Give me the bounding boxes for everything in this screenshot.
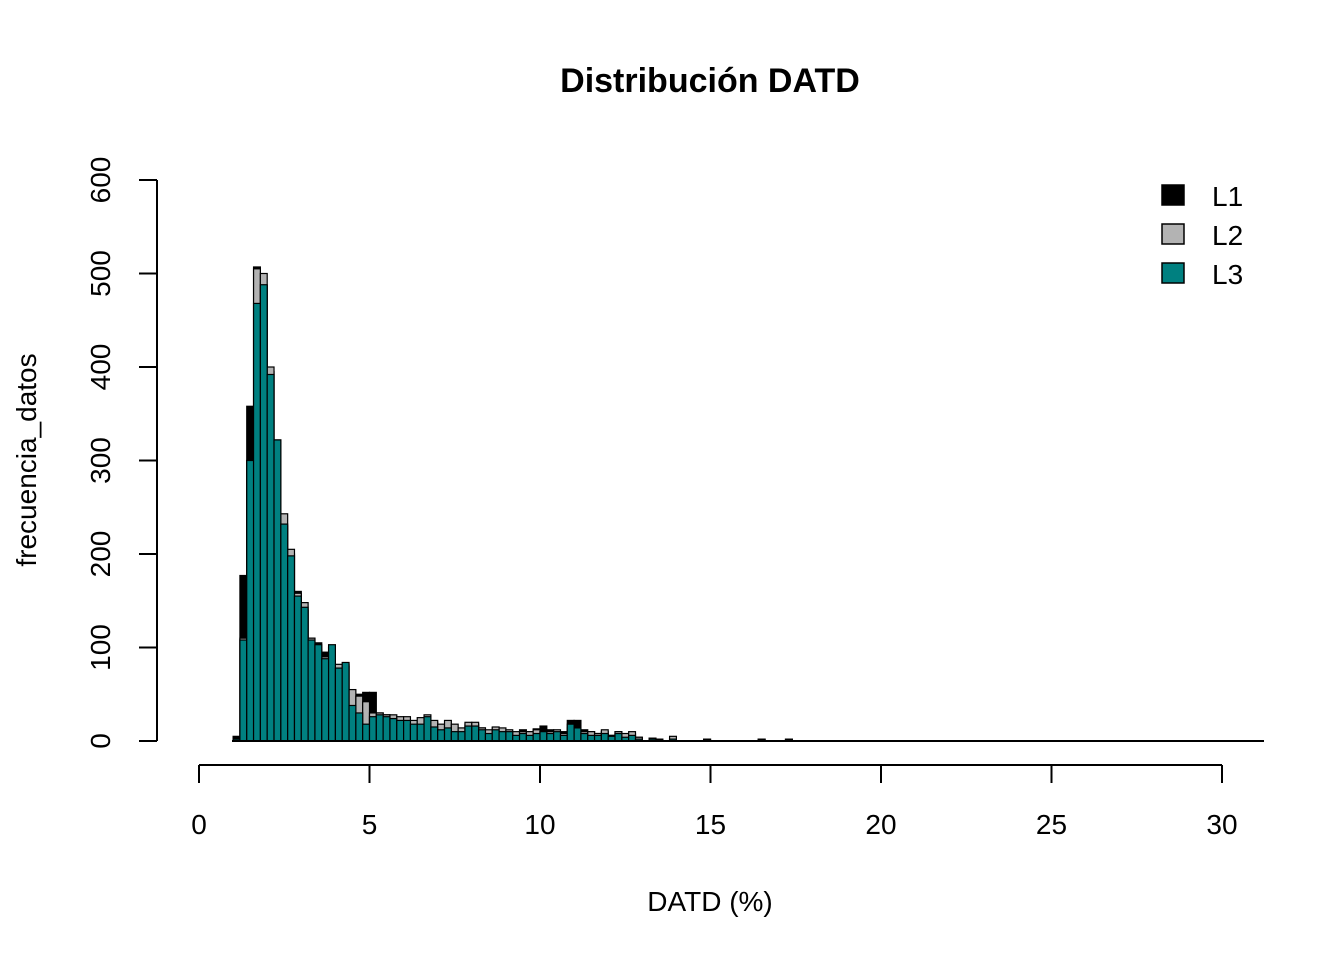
bar-l3-17 <box>348 704 357 742</box>
bar-l3-28 <box>423 716 432 742</box>
bar-l3-32 <box>450 731 459 742</box>
x-tick-label-2: 10 <box>524 809 555 840</box>
bar-l3-42 <box>518 732 527 742</box>
bar-l3-3 <box>252 302 261 742</box>
x-axis-label: DATD (%) <box>647 886 772 917</box>
bar-l3-14 <box>327 644 336 742</box>
bar-l3-12 <box>314 644 323 742</box>
x-tick-label-5: 25 <box>1036 809 1067 840</box>
y-tick-label-3: 300 <box>85 437 116 484</box>
bar-l3-27 <box>416 723 425 742</box>
bar-l3-26 <box>409 723 418 742</box>
bar-l3-49 <box>566 723 575 742</box>
legend-swatch-l3 <box>1161 262 1185 284</box>
bar-l3-40 <box>505 731 514 742</box>
bar-l3-11 <box>307 639 316 742</box>
bar-l3-25 <box>403 719 412 742</box>
bar-l3-2 <box>246 459 255 742</box>
x-tick-label-4: 20 <box>865 809 896 840</box>
legend-label-l1: L1 <box>1212 181 1243 212</box>
bar-l3-39 <box>498 731 507 742</box>
bar-l3-56 <box>614 732 623 742</box>
y-axis-label: frecuencia_datos <box>11 353 42 566</box>
bar-l3-37 <box>484 732 493 742</box>
bar-l3-6 <box>273 439 282 742</box>
bar-l3-50 <box>573 727 582 742</box>
x-tick-label-3: 15 <box>695 809 726 840</box>
bar-l3-7 <box>280 523 289 742</box>
y-tick-label-1: 100 <box>85 624 116 671</box>
bar-l3-21 <box>375 714 384 742</box>
bars-layer <box>232 266 793 742</box>
bar-l3-38 <box>491 729 500 742</box>
legend-label-l3: L3 <box>1212 259 1243 290</box>
bar-l3-44 <box>532 732 541 742</box>
bar-l3-51 <box>580 732 589 742</box>
x-tick-label-0: 0 <box>191 809 207 840</box>
bar-l3-4 <box>259 284 268 742</box>
bar-l3-35 <box>471 725 480 742</box>
legend-swatch-l2 <box>1161 223 1185 245</box>
y-tick-label-6: 600 <box>85 157 116 204</box>
chart-title: Distribución DATD <box>560 62 860 100</box>
y-axis: 0 100 200 300 400 500 600 <box>85 157 158 749</box>
y-tick-label-4: 400 <box>85 344 116 391</box>
bar-l3-8 <box>287 555 296 742</box>
bar-l3-10 <box>300 606 309 742</box>
y-tick-label-2: 200 <box>85 531 116 578</box>
x-tick-label-1: 5 <box>362 809 378 840</box>
bar-l3-22 <box>382 716 391 742</box>
bar-l3-24 <box>396 719 405 742</box>
bar-l3-20 <box>368 716 377 742</box>
bar-l3-30 <box>437 729 446 742</box>
bar-l3-47 <box>553 731 562 742</box>
legend: L1 L2 L3 <box>1161 181 1243 290</box>
bar-l3-46 <box>546 732 555 742</box>
y-tick-label-0: 0 <box>85 733 116 749</box>
bar-l3-15 <box>334 667 343 742</box>
bar-l3-29 <box>430 726 439 742</box>
bar-l3-33 <box>457 731 466 742</box>
bar-l3-54 <box>600 732 609 742</box>
bar-l3-18 <box>355 712 364 742</box>
legend-label-l2: L2 <box>1212 220 1243 251</box>
bar-l3-13 <box>321 658 330 742</box>
x-tick-label-6: 30 <box>1206 809 1237 840</box>
y-tick-label-5: 500 <box>85 250 116 297</box>
bar-l3-19 <box>362 723 371 742</box>
bar-l3-23 <box>389 717 398 742</box>
bar-l3-16 <box>341 661 350 742</box>
bar-l3-45 <box>539 731 548 742</box>
bar-l3-5 <box>266 373 275 742</box>
bar-l3-9 <box>293 595 302 742</box>
x-axis: 0 5 10 15 20 25 30 <box>191 764 1238 840</box>
bar-l3-31 <box>443 727 452 742</box>
bar-l3-34 <box>464 725 473 742</box>
legend-swatch-l1 <box>1161 184 1185 206</box>
bar-l3-36 <box>478 729 487 742</box>
bar-l3-1 <box>239 639 248 742</box>
